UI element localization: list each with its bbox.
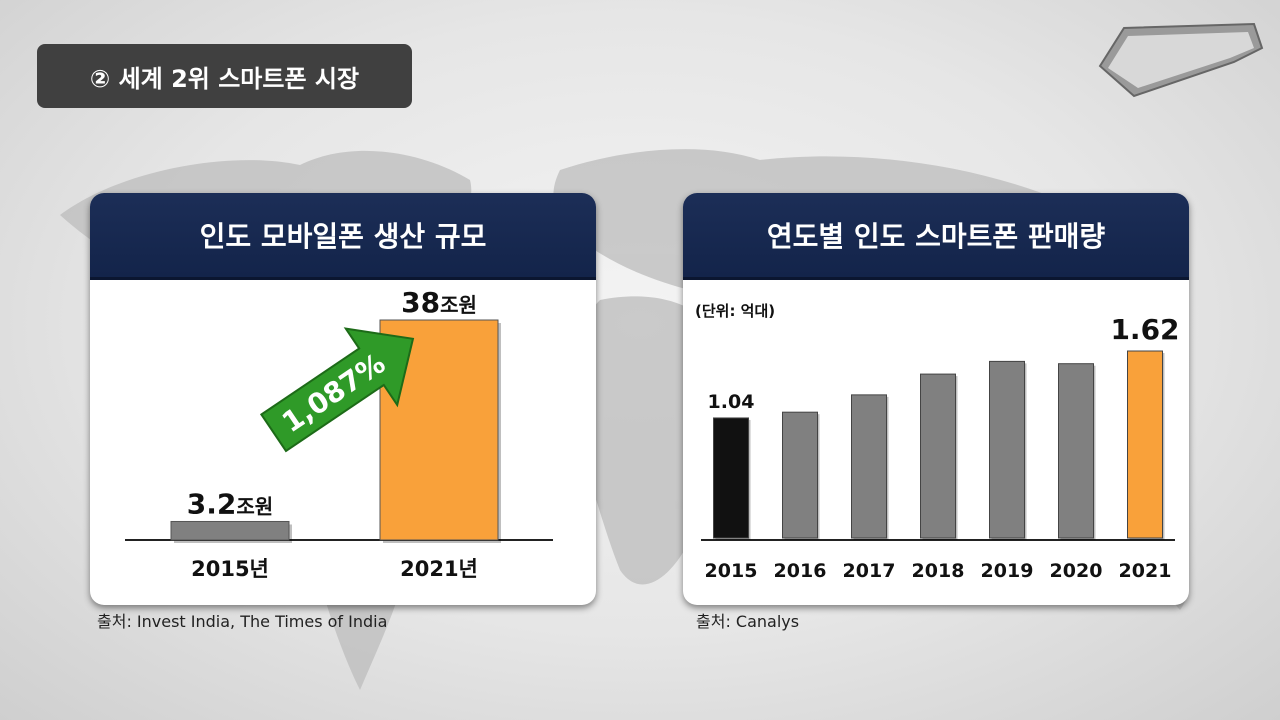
supetv-logo [1098,22,1264,98]
sales-data-label-2021: 1.62 [1110,313,1179,346]
section-title-badge: ② 세계 2위 스마트폰 시장 [37,44,412,108]
sales-bar-2015 [713,417,749,539]
production-scale-panel: 인도 모바일폰 생산 규모 3.2조원 2015년 38조원 2021년 1,087% [90,193,596,605]
sales-bar-2020 [1058,363,1094,539]
sales-bar-2017 [851,394,887,539]
sales-year-label-2021: 2021 [1119,560,1172,582]
sales-bar-2016 [782,411,818,539]
sales-bar-chart: (단위: 억대) 2015 1.04 2016 2017 2018 2019 2020 202… [695,302,1180,582]
production-value-label-1: 38조원 [401,286,477,319]
sales-source: 출처: Canalys [696,612,800,631]
sales-panel-header: 연도별 인도 스마트폰 판매량 [683,193,1189,280]
production-bar-0 [170,520,290,541]
production-value-label-0: 3.2조원 [187,487,273,520]
production-category-label-0: 2015년 [191,557,269,581]
sales-panel-title: 연도별 인도 스마트폰 판매량 [766,220,1106,253]
sales-data-label-2015: 1.04 [708,391,755,413]
sales-bar-2019 [989,360,1025,539]
production-panel-header: 인도 모바일폰 생산 규모 [90,193,596,280]
production-category-label-1: 2021년 [400,557,478,581]
sales-year-label-2018: 2018 [912,560,965,582]
sales-year-label-2015: 2015 [705,560,758,582]
production-panel-title: 인도 모바일폰 생산 규모 [199,220,487,253]
sales-year-label-2020: 2020 [1050,560,1103,582]
sales-bar-2021 [1127,350,1163,539]
sales-bar-2018 [920,373,956,539]
production-source: 출처: Invest India, The Times of India [97,612,388,631]
sales-year-label-2017: 2017 [843,560,896,582]
sales-year-label-2019: 2019 [981,560,1034,582]
sales-unit-label: (단위: 억대) [695,302,775,320]
sales-year-label-2016: 2016 [774,560,827,582]
section-title: ② 세계 2위 스마트폰 시장 [89,64,360,93]
smartphone-sales-panel: 연도별 인도 스마트폰 판매량 (단위: 억대) 2015 1.04 2016 201… [683,193,1189,605]
